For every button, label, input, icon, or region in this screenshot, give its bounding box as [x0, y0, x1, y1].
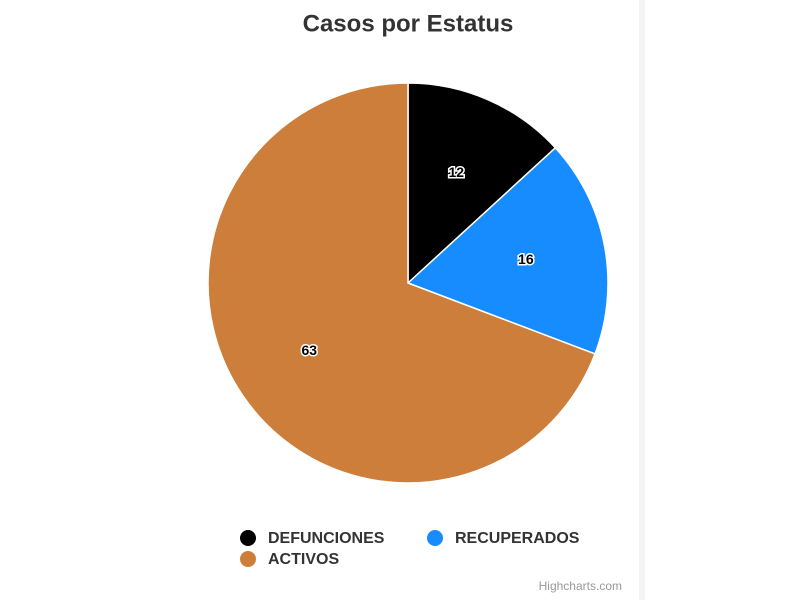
pie-slice[interactable] [407, 82, 557, 285]
legend-label[interactable]: RECUPERADOS [455, 530, 580, 547]
chart-title: Casos por Estatus [303, 10, 514, 37]
legend-marker[interactable] [427, 530, 443, 546]
data-label: 16 [518, 251, 534, 267]
legend-marker[interactable] [240, 530, 256, 546]
legend-label[interactable]: ACTIVOS [268, 551, 339, 568]
panel-edge [639, 0, 645, 600]
legend-label[interactable]: DEFUNCIONES [268, 530, 385, 547]
pie-slice[interactable] [207, 82, 596, 484]
data-label: 63 [301, 342, 317, 358]
pie-slice[interactable] [406, 146, 609, 355]
credits[interactable]: Highcharts.com [539, 579, 622, 593]
data-label: 12 [449, 164, 465, 180]
legend-marker[interactable] [240, 551, 256, 567]
